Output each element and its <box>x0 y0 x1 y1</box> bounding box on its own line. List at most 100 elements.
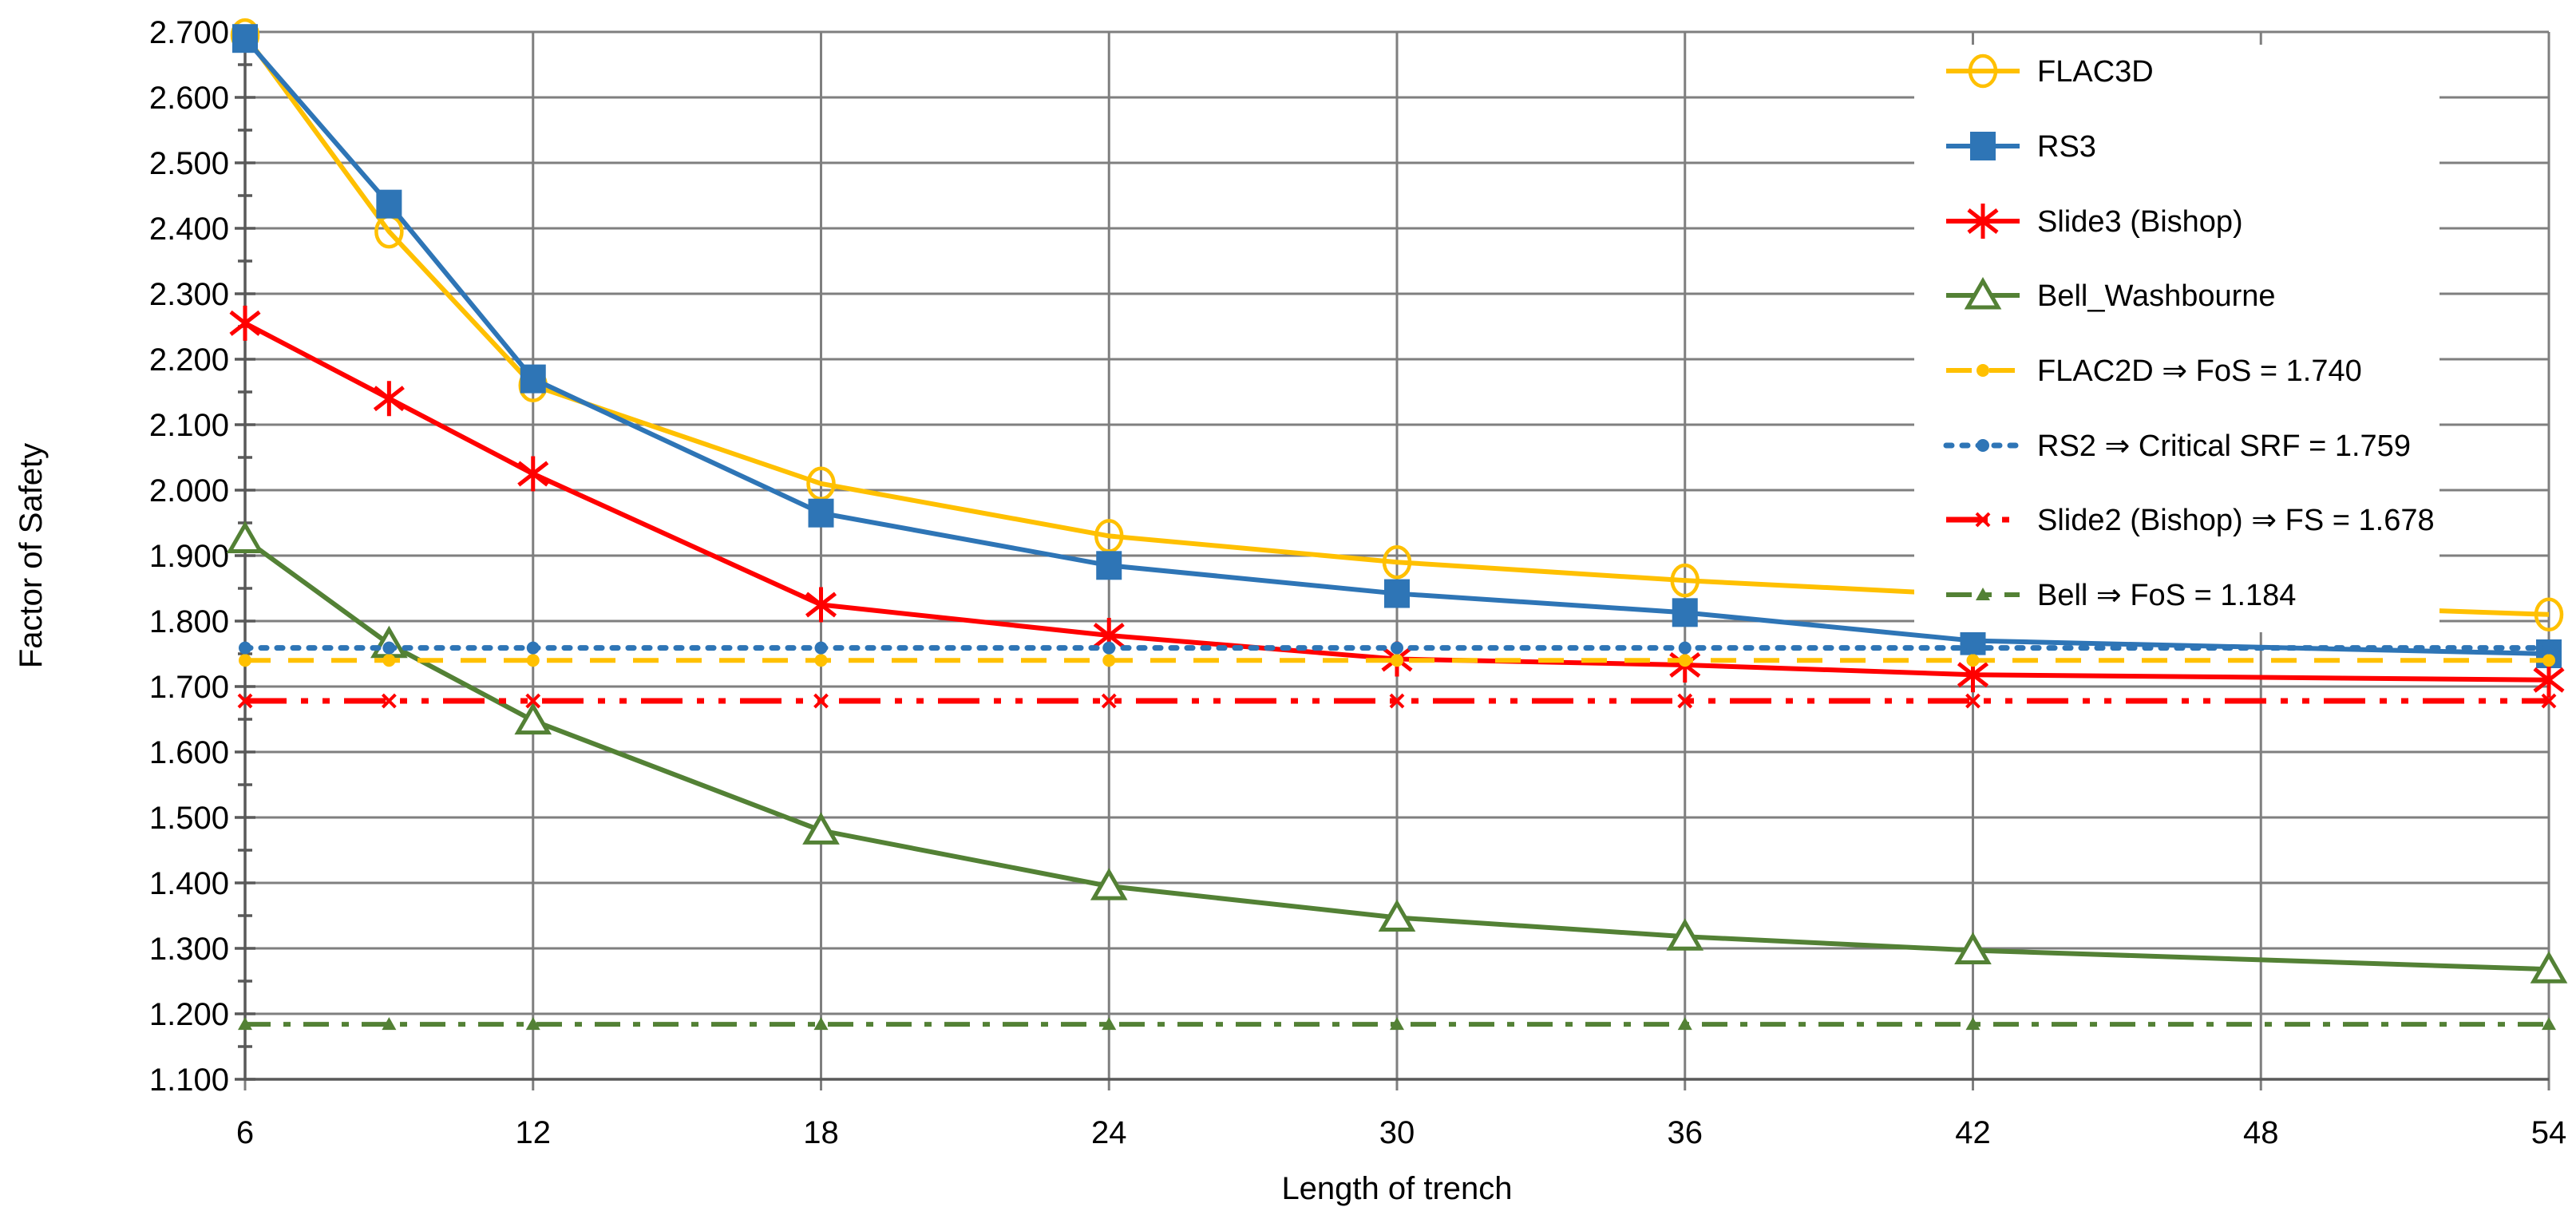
small-triangle-marker <box>382 1017 397 1031</box>
square-marker <box>1384 579 1410 608</box>
legend-label: RS3 <box>2037 130 2096 164</box>
asterisk-marker <box>1967 204 1999 239</box>
y-tick-label: 2.100 <box>149 408 229 443</box>
y-tick-label: 2.000 <box>149 473 229 509</box>
asterisk-marker <box>229 305 261 341</box>
y-axis-title: Factor of Safety <box>14 443 49 668</box>
dot-marker <box>239 654 251 667</box>
x-arm <box>2541 693 2557 709</box>
x-axis-title: Length of trench <box>1281 1171 1512 1206</box>
series-line <box>243 34 2550 617</box>
x-arm <box>237 693 253 709</box>
y-tick-label: 1.100 <box>149 1063 229 1098</box>
small-triangle-marker <box>525 1017 540 1031</box>
x-marker <box>1965 693 1980 709</box>
dot-marker <box>526 641 540 655</box>
asterisk-marker <box>805 587 837 623</box>
y-tick-label: 2.400 <box>149 212 229 247</box>
x-marker <box>1389 693 1405 709</box>
y-tick-label: 1.200 <box>149 997 229 1032</box>
dot-marker <box>2542 641 2555 655</box>
circle-marker <box>1670 563 1700 598</box>
series-bell <box>238 1017 2556 1031</box>
square-marker <box>1096 551 1122 580</box>
x-marker <box>525 693 541 709</box>
x-tick-label: 24 <box>1091 1115 1127 1150</box>
asterisk-marker <box>373 381 405 417</box>
y-tick-label: 2.600 <box>149 81 229 116</box>
x-tick-label: 30 <box>1379 1115 1415 1150</box>
dot-marker <box>1977 364 1989 377</box>
dot-marker <box>382 641 396 655</box>
y-tick-label: 1.500 <box>149 801 229 836</box>
y-tick-label: 2.200 <box>149 342 229 378</box>
legend-label: Slide3 (Bishop) <box>2037 205 2243 239</box>
small-triangle-marker <box>2542 1017 2556 1031</box>
triangle-marker <box>1666 918 1704 951</box>
dot-marker <box>1966 654 1980 667</box>
x-arm <box>1677 693 1693 709</box>
legend-entry-flac3d: FLAC3D <box>1946 53 2154 89</box>
small-triangle-marker <box>1965 1017 1980 1031</box>
square-marker <box>376 189 402 219</box>
asterisk-arm <box>229 310 261 336</box>
series-slide2-bishop <box>237 693 2557 709</box>
x-arm <box>1101 693 1117 709</box>
y-tick-label: 2.700 <box>149 15 229 50</box>
x-marker <box>2541 693 2557 709</box>
legend-entry-flac2d: FLAC2D ⇒ FoS = 1.740 <box>1946 354 2362 388</box>
dot-marker <box>1966 641 1980 655</box>
triangle-marker <box>1964 276 2002 310</box>
small-triangle-marker <box>1677 1017 1692 1031</box>
triangle-marker <box>1090 868 1128 900</box>
dot-marker <box>526 654 540 667</box>
triangle-marker <box>1954 932 1992 964</box>
x-arm <box>1389 693 1405 709</box>
y-tick-label: 1.900 <box>149 539 229 574</box>
asterisk-marker <box>2533 662 2565 698</box>
legend-label: Bell ⇒ FoS = 1.184 <box>2037 579 2296 612</box>
dot-marker <box>1678 641 1692 655</box>
x-arm <box>813 693 829 709</box>
x-marker <box>1975 512 1991 528</box>
x-marker <box>1677 693 1693 709</box>
dot-marker <box>239 641 251 655</box>
small-triangle-marker <box>1102 1017 1117 1031</box>
small-triangle-marker <box>813 1017 829 1031</box>
legend-entry-slide3-bishop: Slide3 (Bishop) <box>1946 204 2243 239</box>
x-tick-label: 12 <box>516 1115 552 1150</box>
asterisk-arm <box>517 461 549 487</box>
small-triangle-marker <box>238 1017 252 1031</box>
triangle-marker <box>226 520 264 553</box>
y-tick-label: 1.800 <box>149 604 229 639</box>
x-arm <box>1975 512 1991 528</box>
dot-marker <box>1391 654 1403 667</box>
series-rs2 <box>239 641 2555 655</box>
small-triangle-marker <box>1390 1017 1404 1031</box>
legend-entry-bell-washbourne: Bell_Washbourne <box>1946 276 2276 313</box>
dot-marker <box>1102 654 1116 667</box>
triangle-marker <box>514 702 552 735</box>
y-tick-label: 1.400 <box>149 866 229 901</box>
triangle-marker <box>802 812 840 845</box>
asterisk-arm <box>805 592 837 618</box>
triangle-marker <box>2530 951 2568 983</box>
axes <box>235 30 2549 1081</box>
square-marker <box>232 24 258 53</box>
asterisk-marker <box>517 456 549 492</box>
dot-marker <box>2542 654 2555 667</box>
legend-label: Bell_Washbourne <box>2037 279 2276 313</box>
square-marker <box>1970 132 1996 160</box>
legend-box <box>1914 45 2439 632</box>
dot-marker <box>382 654 396 667</box>
legend-label: RS2 ⇒ Critical SRF = 1.759 <box>2037 429 2411 463</box>
small-triangle-marker <box>1976 588 1990 600</box>
x-arm <box>525 693 541 709</box>
circle-marker <box>1382 544 1412 580</box>
x-tick-label: 48 <box>2243 1115 2279 1150</box>
x-marker <box>237 693 253 709</box>
circle-marker <box>1968 53 1998 89</box>
square-marker <box>1672 598 1698 627</box>
dot-marker <box>814 654 828 667</box>
dot-marker <box>1391 641 1403 655</box>
